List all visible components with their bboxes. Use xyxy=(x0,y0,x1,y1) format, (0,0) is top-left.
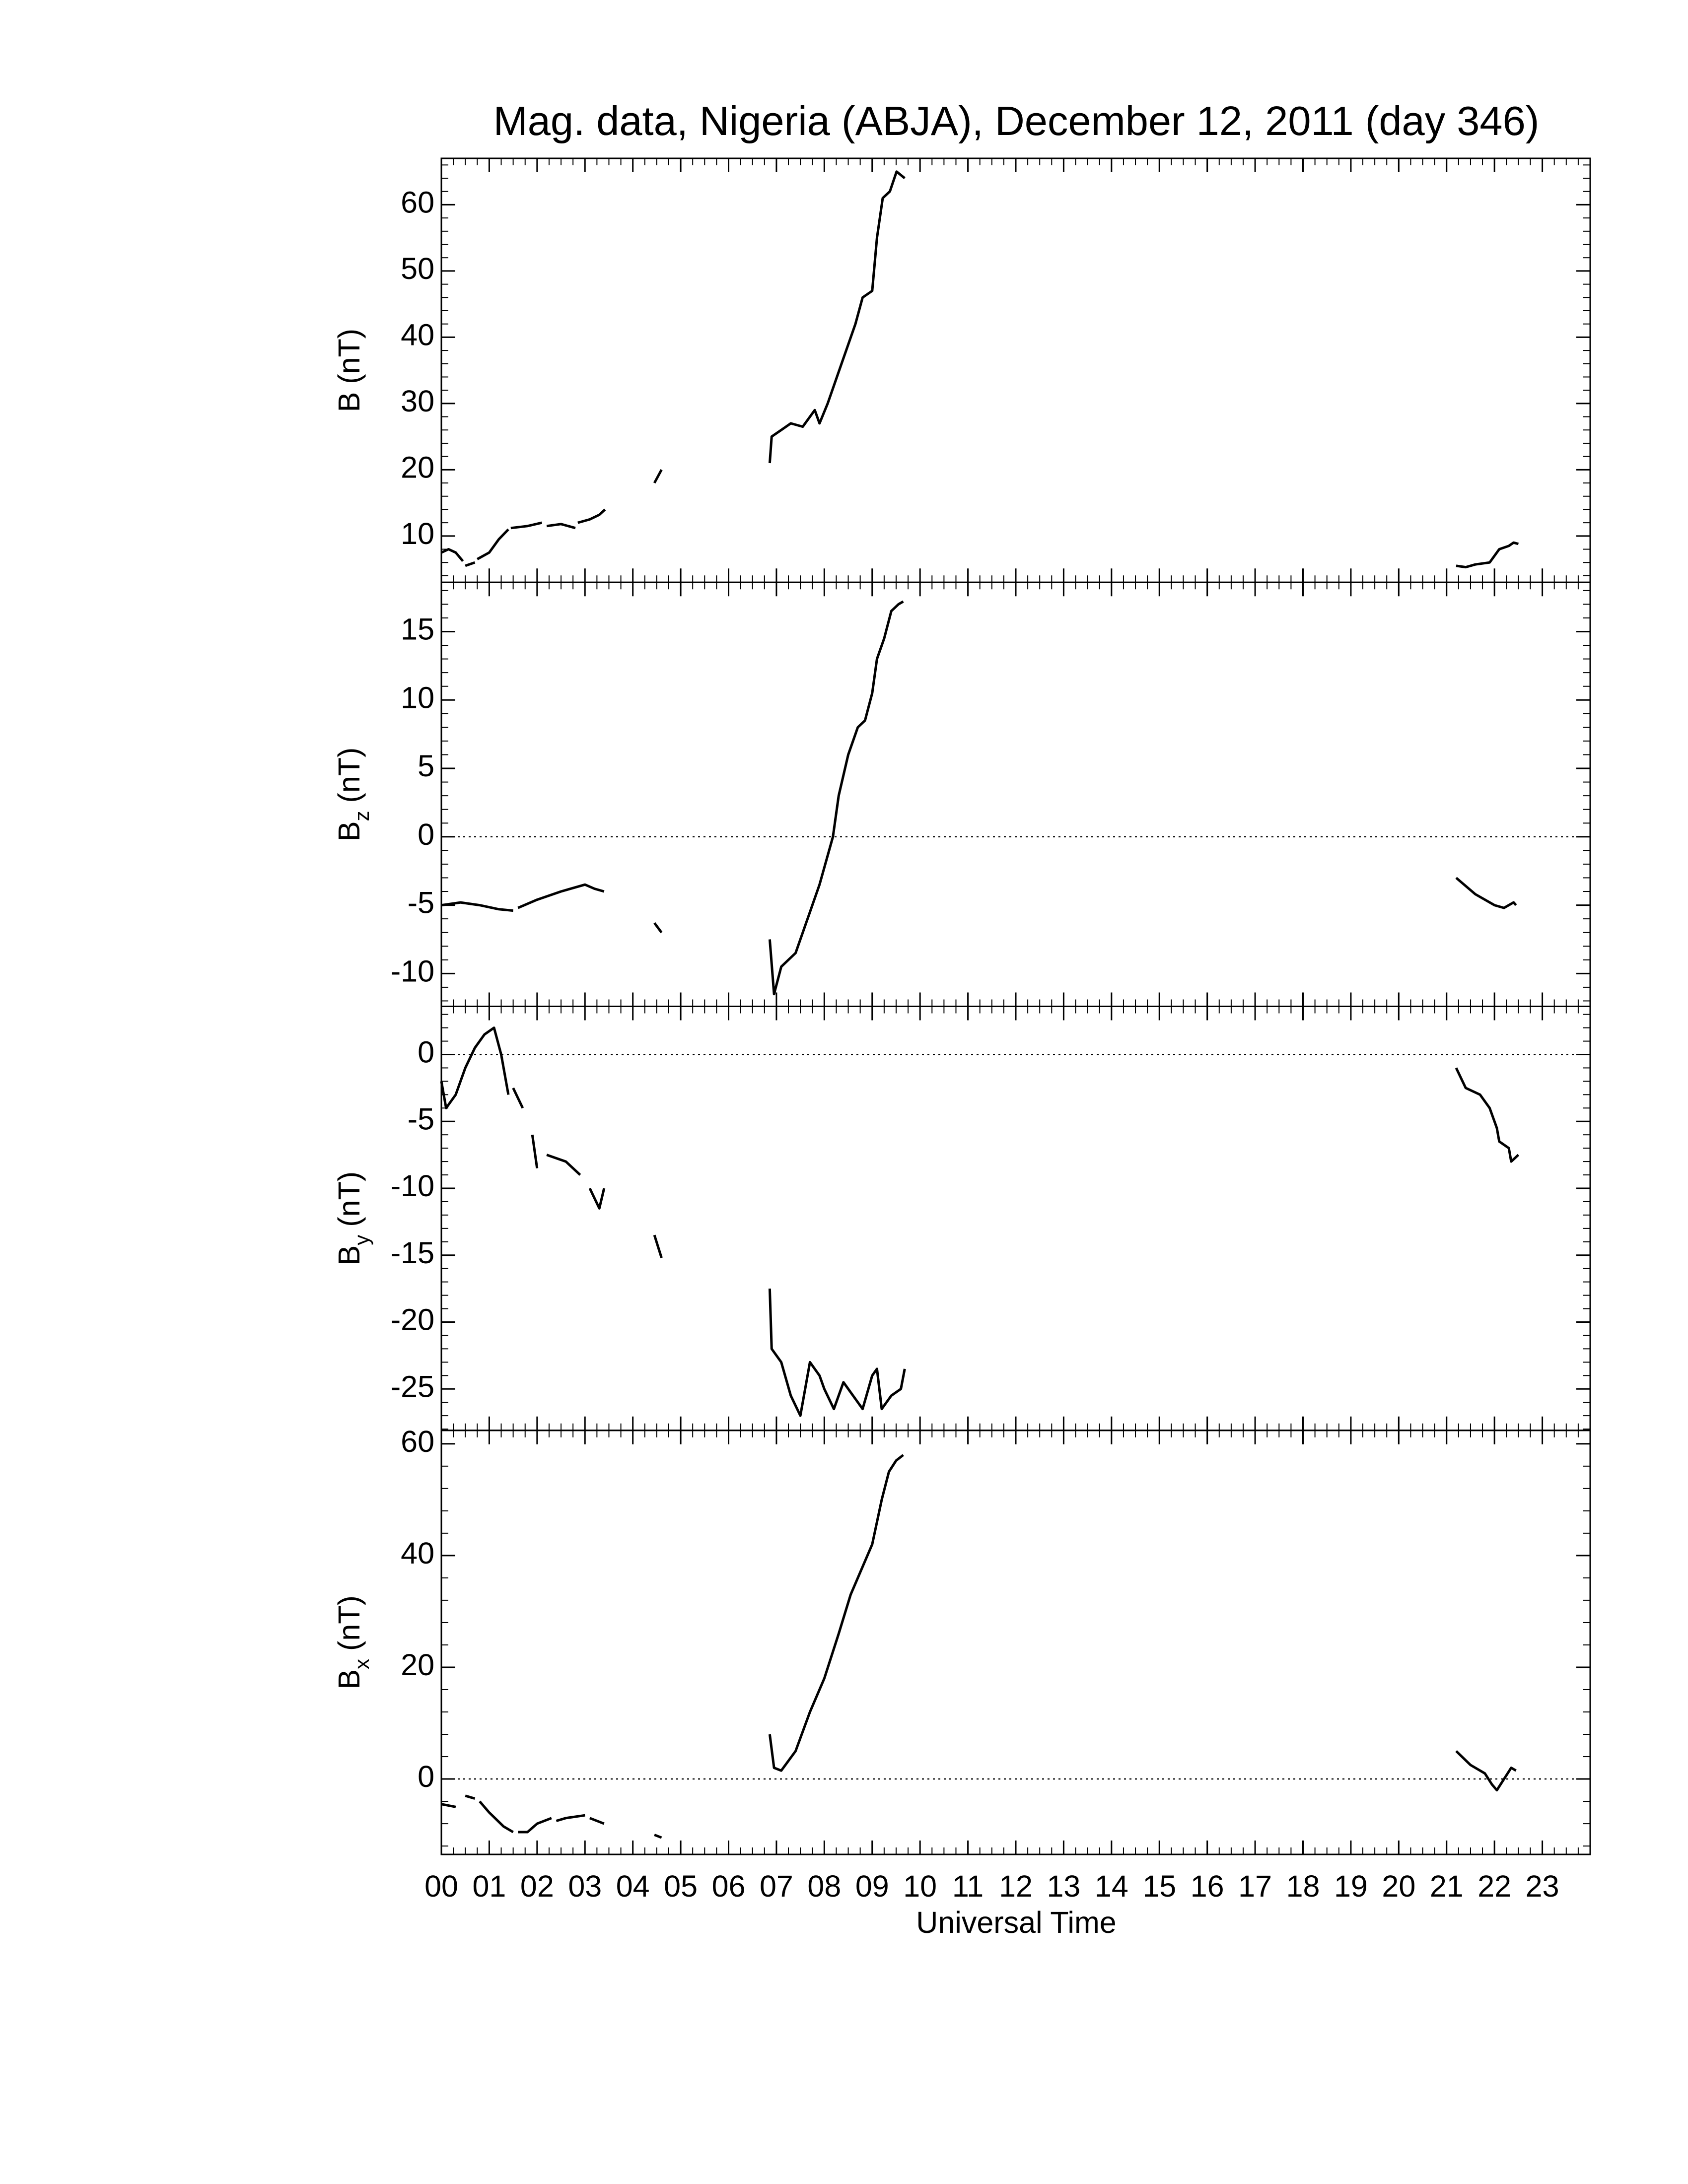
y-tick-label: 0 xyxy=(418,1035,434,1069)
x-tick-label: 23 xyxy=(1526,1869,1559,1903)
x-tick-label: 10 xyxy=(903,1869,937,1903)
x-tick-label: 01 xyxy=(472,1869,506,1903)
y-label-unit: (nT) xyxy=(332,1595,366,1651)
y-label-symbol: B xyxy=(332,1669,366,1690)
y-tick-label: 30 xyxy=(401,384,434,418)
x-tick-label: 22 xyxy=(1477,1869,1511,1903)
data-line xyxy=(440,170,1519,569)
x-tick-label: 12 xyxy=(999,1869,1033,1903)
x-tick-label: 05 xyxy=(664,1869,698,1903)
y-label-symbol: B xyxy=(332,821,366,841)
panel-frame xyxy=(440,1430,1591,1855)
y-label-subscript: z xyxy=(350,811,373,821)
x-tick-label: 08 xyxy=(807,1869,841,1903)
x-tick-label: 04 xyxy=(616,1869,650,1903)
y-tick-label: 40 xyxy=(401,318,434,351)
y-tick-label: -10 xyxy=(391,1169,434,1203)
x-tick-label: 14 xyxy=(1095,1869,1128,1903)
data-line xyxy=(440,1026,1520,1417)
y-tick-label: 60 xyxy=(401,186,434,219)
x-tick-label: 17 xyxy=(1238,1869,1272,1903)
y-tick-label: -5 xyxy=(408,1102,434,1136)
y-tick-label: 10 xyxy=(401,681,434,714)
y-label-subscript: x xyxy=(350,1659,373,1669)
y-tick-label: 0 xyxy=(418,818,434,851)
x-tick-label: 16 xyxy=(1191,1869,1224,1903)
x-tick-label: 00 xyxy=(424,1869,458,1903)
x-tick-label: 07 xyxy=(760,1869,793,1903)
x-tick-label: 11 xyxy=(952,1869,984,1903)
y-tick-label: 50 xyxy=(401,252,434,285)
data-line xyxy=(441,1454,1517,1839)
y-label-symbol: B xyxy=(332,1245,366,1266)
x-axis-label: Universal Time xyxy=(916,1906,1116,1939)
y-label-subscript: y xyxy=(350,1235,373,1245)
y-tick-label: -15 xyxy=(391,1236,434,1270)
y-tick-label: -10 xyxy=(391,954,434,988)
y-label-symbol: B xyxy=(332,392,366,412)
y-tick-label: 15 xyxy=(401,613,434,646)
x-tick-label: 21 xyxy=(1430,1869,1464,1903)
x-tick-label: 20 xyxy=(1382,1869,1415,1903)
y-tick-label: 5 xyxy=(418,749,434,783)
x-tick-label: 02 xyxy=(520,1869,554,1903)
y-tick-label: 20 xyxy=(401,1648,434,1682)
y-tick-label: -5 xyxy=(408,886,434,920)
y-label-unit: (nT) xyxy=(332,329,366,384)
x-tick-label: 13 xyxy=(1047,1869,1080,1903)
chart-title: Mag. data, Nigeria (ABJA), December 12, … xyxy=(493,98,1540,144)
y-tick-label: -25 xyxy=(391,1369,434,1403)
y-tick-label: 10 xyxy=(401,517,434,550)
y-tick-label: 60 xyxy=(401,1425,434,1458)
data-line xyxy=(441,600,1517,996)
y-tick-label: 20 xyxy=(401,450,434,484)
y-tick-label: -20 xyxy=(391,1303,434,1337)
x-tick-label: 15 xyxy=(1142,1869,1176,1903)
x-tick-label: 03 xyxy=(568,1869,602,1903)
y-tick-label: 0 xyxy=(418,1760,434,1793)
y-axis-label: Bz (nT) xyxy=(332,748,373,842)
x-tick-label: 09 xyxy=(855,1869,889,1903)
y-label-unit: (nT) xyxy=(332,748,366,803)
y-axis-label: By (nT) xyxy=(332,1171,373,1266)
y-axis-label: B (nT) xyxy=(332,329,366,412)
x-tick-label: 18 xyxy=(1286,1869,1320,1903)
x-tick-label: 06 xyxy=(712,1869,746,1903)
y-tick-label: 40 xyxy=(401,1536,434,1570)
x-tick-label: 19 xyxy=(1334,1869,1368,1903)
y-label-unit: (nT) xyxy=(332,1171,366,1227)
y-axis-label: Bx (nT) xyxy=(332,1595,373,1690)
